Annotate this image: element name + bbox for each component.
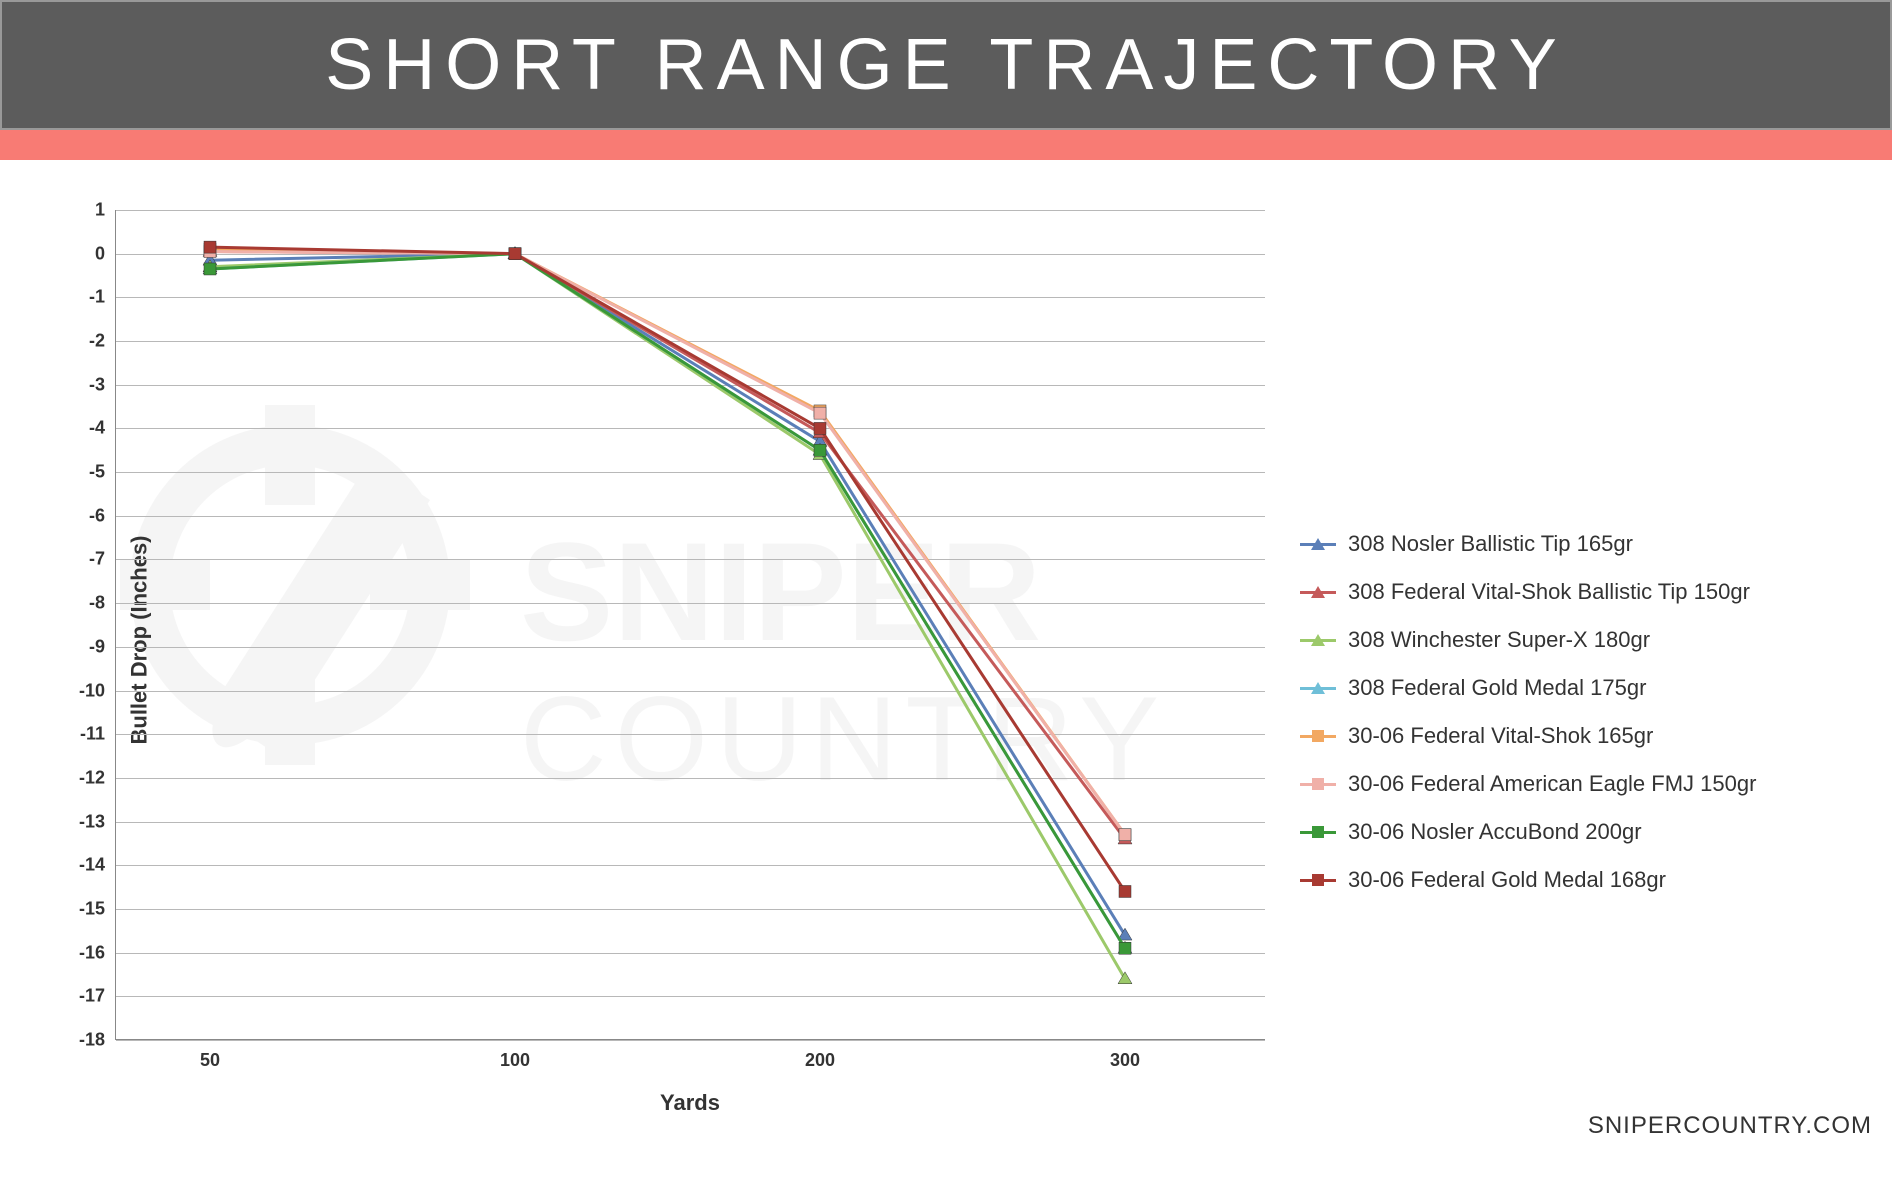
y-tick-label: -12 — [65, 767, 105, 788]
y-tick-label: 1 — [65, 200, 105, 221]
x-tick-label: 50 — [200, 1050, 220, 1071]
series-line — [210, 249, 1125, 834]
gridline — [116, 1040, 1265, 1041]
series-line — [210, 254, 1125, 949]
series-line — [210, 254, 1125, 979]
legend-item: 308 Federal Vital-Shok Ballistic Tip 150… — [1300, 568, 1860, 616]
series-marker — [509, 248, 521, 260]
legend-item: 308 Nosler Ballistic Tip 165gr — [1300, 520, 1860, 568]
legend-item: 30-06 Nosler AccuBond 200gr — [1300, 808, 1860, 856]
y-tick-label: -11 — [65, 724, 105, 745]
series-marker — [1118, 972, 1132, 984]
legend-label: 30-06 Federal Gold Medal 168gr — [1348, 867, 1666, 893]
series-line — [210, 254, 1125, 949]
legend-label: 308 Federal Vital-Shok Ballistic Tip 150… — [1348, 579, 1750, 605]
y-tick-label: -17 — [65, 986, 105, 1007]
legend-label: 308 Winchester Super-X 180gr — [1348, 627, 1650, 653]
legend-marker — [1300, 729, 1336, 743]
accent-bar — [0, 130, 1892, 160]
legend-label: 30-06 Federal American Eagle FMJ 150gr — [1348, 771, 1756, 797]
series-marker — [204, 263, 216, 275]
legend-item: 30-06 Federal Vital-Shok 165gr — [1300, 712, 1860, 760]
y-tick-label: -3 — [65, 374, 105, 395]
y-tick-label: -15 — [65, 898, 105, 919]
chart-container: SNIPER COUNTRY Bullet Drop (Inches) 10-1… — [0, 160, 1892, 1150]
legend-marker — [1300, 585, 1336, 599]
x-tick-label: 200 — [805, 1050, 835, 1071]
title-bar: SHORT RANGE TRAJECTORY — [0, 0, 1892, 130]
legend-label: 30-06 Nosler AccuBond 200gr — [1348, 819, 1642, 845]
series-marker — [1119, 829, 1131, 841]
x-axis-label: Yards — [660, 1090, 720, 1116]
legend-item: 30-06 Federal American Eagle FMJ 150gr — [1300, 760, 1860, 808]
series-marker — [1119, 942, 1131, 954]
series-line — [210, 252, 1125, 835]
chart-legend: 308 Nosler Ballistic Tip 165gr 308 Federa… — [1300, 520, 1860, 904]
footer-attribution: SNIPERCOUNTRY.COM — [1588, 1112, 1872, 1140]
y-tick-label: -18 — [65, 1030, 105, 1051]
series-marker — [204, 241, 216, 253]
series-marker — [814, 407, 826, 419]
page-title: SHORT RANGE TRAJECTORY — [325, 24, 1567, 106]
legend-marker — [1300, 873, 1336, 887]
series-marker — [814, 444, 826, 456]
series-marker — [1119, 885, 1131, 897]
legend-label: 308 Nosler Ballistic Tip 165gr — [1348, 531, 1633, 557]
y-tick-label: -13 — [65, 811, 105, 832]
y-tick-label: -16 — [65, 942, 105, 963]
chart-svg — [115, 210, 1265, 1040]
legend-label: 30-06 Federal Vital-Shok 165gr — [1348, 723, 1653, 749]
x-tick-label: 300 — [1110, 1050, 1140, 1071]
legend-item: 308 Federal Gold Medal 175gr — [1300, 664, 1860, 712]
y-tick-label: -1 — [65, 287, 105, 308]
y-tick-label: -6 — [65, 505, 105, 526]
chart-area: 10-1-2-3-4-5-6-7-8-9-10-11-12-13-14-15-1… — [115, 200, 1265, 1100]
y-tick-label: -7 — [65, 549, 105, 570]
legend-marker — [1300, 633, 1336, 647]
legend-marker — [1300, 681, 1336, 695]
x-tick-label: 100 — [500, 1050, 530, 1071]
legend-item: 30-06 Federal Gold Medal 168gr — [1300, 856, 1860, 904]
y-tick-label: -10 — [65, 680, 105, 701]
y-tick-label: -9 — [65, 636, 105, 657]
legend-marker — [1300, 777, 1336, 791]
y-tick-label: -8 — [65, 593, 105, 614]
series-marker — [814, 422, 826, 434]
legend-item: 308 Winchester Super-X 180gr — [1300, 616, 1860, 664]
legend-marker — [1300, 825, 1336, 839]
y-tick-label: -5 — [65, 462, 105, 483]
legend-label: 308 Federal Gold Medal 175gr — [1348, 675, 1646, 701]
y-tick-label: 0 — [65, 243, 105, 264]
y-tick-label: -14 — [65, 855, 105, 876]
y-tick-label: -4 — [65, 418, 105, 439]
y-tick-label: -2 — [65, 331, 105, 352]
legend-marker — [1300, 537, 1336, 551]
